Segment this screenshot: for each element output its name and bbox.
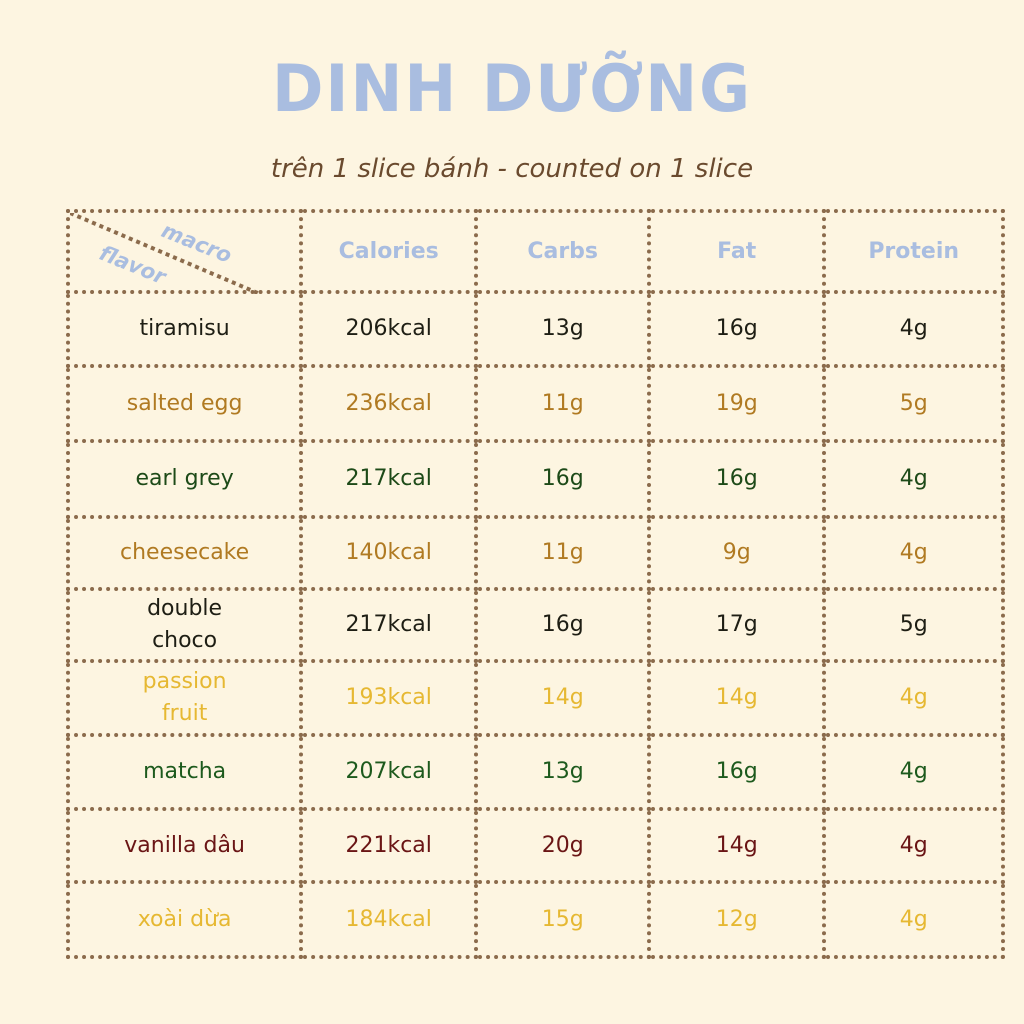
cell-protein: 4g	[822, 880, 1006, 959]
cell-fat: 12g	[647, 880, 827, 959]
cell-protein: 4g	[822, 515, 1006, 591]
table-row: vanilla dâu 221kcal 20g 14g 4g	[65, 807, 1006, 884]
cell-protein: 5g	[822, 364, 1006, 443]
cell-fat: 14g	[647, 659, 827, 737]
cell-flavor: earl grey	[65, 439, 304, 519]
cell-calories: 140kcal	[299, 515, 479, 591]
cell-carbs: 20g	[474, 807, 652, 884]
cell-flavor: cheesecake	[65, 515, 304, 591]
cell-carbs: 11g	[474, 515, 652, 591]
cell-carbs: 13g	[474, 733, 652, 811]
column-header-fat: Fat	[647, 209, 827, 294]
corner-header: macro flavor	[65, 209, 304, 294]
cell-calories: 217kcal	[299, 587, 479, 663]
column-header-calories: Calories	[299, 209, 479, 294]
cell-carbs: 13g	[474, 290, 652, 368]
cell-fat: 16g	[647, 733, 827, 811]
header-row: macro flavor Calories Carbs Fat Protein	[65, 209, 1006, 294]
cell-fat: 19g	[647, 364, 827, 443]
nutrition-table: macro flavor Calories Carbs Fat Protein …	[65, 209, 1006, 959]
table-row: xoài dừa 184kcal 15g 12g 4g	[65, 880, 1006, 959]
cell-fat: 16g	[647, 290, 827, 368]
diagonal-divider	[70, 213, 260, 294]
column-header-protein: Protein	[822, 209, 1006, 294]
cell-calories: 206kcal	[299, 290, 479, 368]
cell-protein: 4g	[822, 439, 1006, 519]
cell-carbs: 16g	[474, 439, 652, 519]
table-row: passion fruit 193kcal 14g 14g 4g	[65, 659, 1006, 737]
cell-calories: 193kcal	[299, 659, 479, 737]
table-row: tiramisu 206kcal 13g 16g 4g	[65, 290, 1006, 368]
table-row: cheesecake 140kcal 11g 9g 4g	[65, 515, 1006, 591]
cell-fat: 9g	[647, 515, 827, 591]
cell-flavor: salted egg	[65, 364, 304, 443]
cell-flavor: passion fruit	[65, 659, 304, 737]
cell-fat: 16g	[647, 439, 827, 519]
cell-protein: 4g	[822, 290, 1006, 368]
page-subtitle: trên 1 slice bánh - counted on 1 slice	[270, 154, 754, 184]
cell-carbs: 11g	[474, 364, 652, 443]
table-row: salted egg 236kcal 11g 19g 5g	[65, 364, 1006, 443]
table-row: matcha 207kcal 13g 16g 4g	[65, 733, 1006, 811]
cell-calories: 221kcal	[299, 807, 479, 884]
cell-flavor: double choco	[65, 587, 304, 663]
cell-flavor: xoài dừa	[65, 880, 304, 959]
cell-fat: 17g	[647, 587, 827, 663]
cell-protein: 5g	[822, 587, 1006, 663]
table-row: double choco 217kcal 16g 17g 5g	[65, 587, 1006, 663]
cell-flavor: matcha	[65, 733, 304, 811]
cell-fat: 14g	[647, 807, 827, 884]
column-header-carbs: Carbs	[474, 209, 652, 294]
cell-calories: 236kcal	[299, 364, 479, 443]
cell-calories: 217kcal	[299, 439, 479, 519]
cell-carbs: 14g	[474, 659, 652, 737]
page-title: DINH DƯỠNG	[271, 50, 753, 127]
cell-carbs: 15g	[474, 880, 652, 959]
cell-calories: 184kcal	[299, 880, 479, 959]
cell-protein: 4g	[822, 659, 1006, 737]
table-row: earl grey 217kcal 16g 16g 4g	[65, 439, 1006, 519]
cell-protein: 4g	[822, 807, 1006, 884]
cell-flavor: vanilla dâu	[65, 807, 304, 884]
cell-carbs: 16g	[474, 587, 652, 663]
cell-flavor: tiramisu	[65, 290, 304, 368]
cell-calories: 207kcal	[299, 733, 479, 811]
cell-protein: 4g	[822, 733, 1006, 811]
